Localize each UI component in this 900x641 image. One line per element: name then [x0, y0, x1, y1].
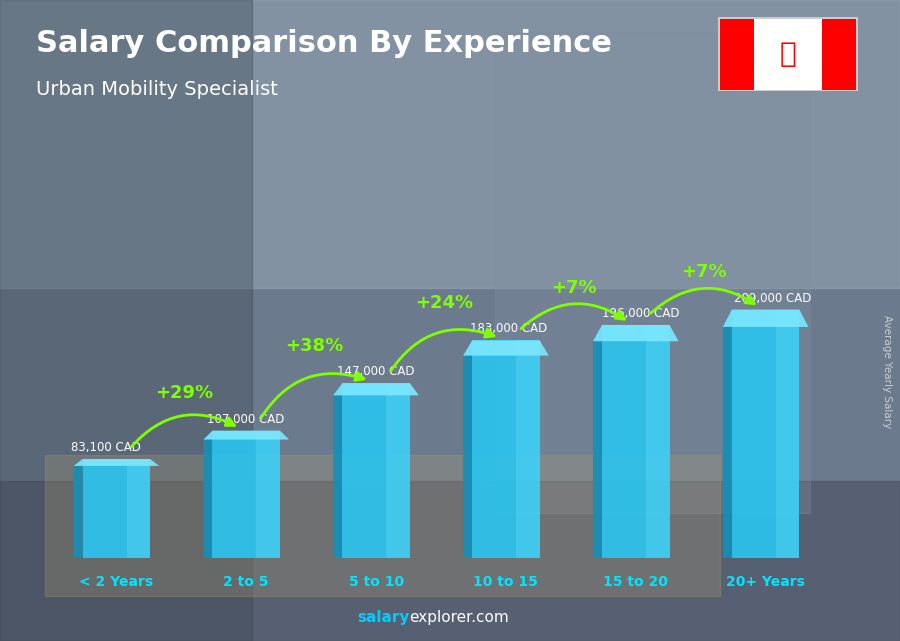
FancyBboxPatch shape: [716, 15, 860, 93]
Polygon shape: [74, 459, 83, 558]
Polygon shape: [723, 310, 808, 327]
Text: 10 to 15: 10 to 15: [473, 575, 538, 589]
Bar: [0, 481, 900, 641]
Bar: [602, 325, 670, 558]
Bar: [646, 325, 670, 558]
Text: salary: salary: [357, 610, 410, 625]
Text: 15 to 20: 15 to 20: [603, 575, 668, 589]
Bar: [516, 340, 540, 558]
Polygon shape: [593, 325, 679, 341]
Bar: [83, 459, 150, 558]
Text: +24%: +24%: [415, 294, 473, 312]
Text: explorer.com: explorer.com: [410, 610, 509, 625]
Polygon shape: [333, 383, 342, 558]
Bar: [0, 0, 252, 641]
Text: 2 to 5: 2 to 5: [223, 575, 269, 589]
Text: < 2 Years: < 2 Years: [79, 575, 154, 589]
Text: 5 to 10: 5 to 10: [348, 575, 403, 589]
Polygon shape: [203, 431, 212, 558]
Bar: [720, 19, 753, 90]
Bar: [732, 310, 799, 558]
Bar: [256, 431, 280, 558]
Bar: [45, 455, 720, 596]
Text: 183,000 CAD: 183,000 CAD: [470, 322, 547, 335]
Text: +7%: +7%: [681, 263, 726, 281]
Bar: [212, 431, 280, 558]
Text: 107,000 CAD: 107,000 CAD: [207, 413, 284, 426]
Text: Average Yearly Salary: Average Yearly Salary: [881, 315, 892, 428]
Text: 🍁: 🍁: [779, 40, 796, 68]
Text: +7%: +7%: [552, 279, 597, 297]
Bar: [0, 0, 900, 288]
Text: 20+ Years: 20+ Years: [726, 575, 805, 589]
Polygon shape: [333, 383, 418, 395]
Text: 83,100 CAD: 83,100 CAD: [71, 441, 140, 454]
Polygon shape: [464, 340, 472, 558]
Polygon shape: [723, 310, 732, 558]
Polygon shape: [74, 459, 159, 466]
Text: Salary Comparison By Experience: Salary Comparison By Experience: [36, 29, 612, 58]
Text: +38%: +38%: [285, 337, 344, 355]
Bar: [342, 383, 410, 558]
Bar: [823, 19, 856, 90]
Polygon shape: [593, 325, 602, 558]
Bar: [753, 19, 823, 90]
Bar: [776, 310, 799, 558]
Text: 147,000 CAD: 147,000 CAD: [338, 365, 415, 378]
Text: Urban Mobility Specialist: Urban Mobility Specialist: [36, 80, 278, 99]
Bar: [472, 340, 540, 558]
Bar: [127, 459, 150, 558]
Text: 196,000 CAD: 196,000 CAD: [602, 307, 680, 320]
Bar: [386, 383, 410, 558]
Polygon shape: [203, 431, 289, 440]
Bar: [495, 32, 810, 513]
Polygon shape: [464, 340, 549, 356]
Text: +29%: +29%: [156, 385, 213, 403]
Text: 209,000 CAD: 209,000 CAD: [734, 292, 812, 304]
